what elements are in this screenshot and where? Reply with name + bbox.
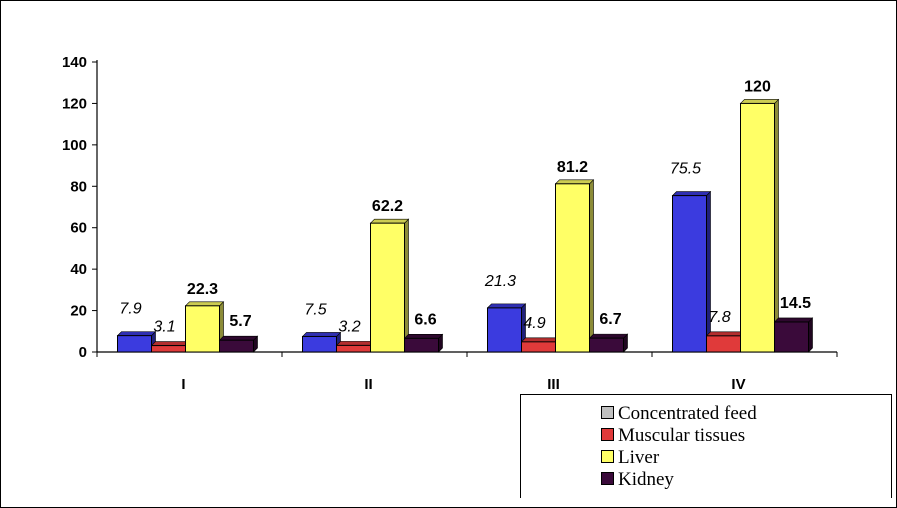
legend-label-muscular-tissues: Muscular tissues [618,425,746,446]
legend-label-concentrated-feed: Concentrated feed [618,403,757,424]
x-tick-label: IV [731,376,745,393]
bar-top-muscular-tissues [705,331,746,337]
legend-item-concentrated-feed: Concentrated feed [601,403,757,425]
bar-top-concentrated-feed [486,303,527,309]
data-label-liver: 81.2 [557,159,588,176]
data-label-concentrated-feed: 75.5 [670,161,701,178]
data-label-muscular-tissues: 3.2 [338,318,360,335]
bar-side-liver [404,218,409,353]
data-label-kidney: 6.6 [414,311,436,328]
bar-concentrated-feed [487,307,522,353]
data-label-muscular-tissues: 3.1 [153,319,175,336]
data-label-liver: 62.2 [372,198,403,215]
bar-concentrated-feed [672,195,707,353]
x-tick-label: III [547,376,560,393]
bar-kidney [404,337,439,353]
y-tick-label: 40 [70,261,87,278]
bar-top-concentrated-feed [116,331,157,336]
y-tick-label: 120 [62,95,87,112]
bar-top-kidney [218,335,259,341]
bar-side-liver [589,179,594,353]
data-label-concentrated-feed: 7.5 [304,301,326,318]
bar-top-liver [739,99,780,104]
legend-swatch-kidney [601,472,614,485]
bar-kidney [774,321,809,353]
bar-side-kidney [808,317,813,353]
y-tick-label: 100 [62,137,87,154]
chart-legend: Concentrated feed Muscular tissues Liver… [520,394,892,498]
data-label-concentrated-feed: 21.3 [484,273,516,290]
x-tick-label: I [181,376,185,393]
data-label-kidney: 6.7 [599,311,621,328]
data-label-muscular-tissues: 4.9 [523,315,545,332]
bar-kidney [219,339,254,353]
bar-top-muscular-tissues [520,337,561,343]
bar-liver [185,305,220,353]
bar-liver [740,102,775,353]
bar-muscular-tissues [336,344,371,353]
bar-top-concentrated-feed [671,191,712,196]
bar-muscular-tissues [521,341,556,353]
bar-top-liver [369,218,410,224]
bar-top-liver [184,301,225,307]
bar-top-liver [554,179,595,185]
legend-label-liver: Liver [618,447,660,468]
y-tick-label: 0 [79,344,87,361]
bar-top-muscular-tissues [150,341,191,346]
bar-kidney [589,337,624,353]
bar-muscular-tissues [151,345,186,353]
bar-muscular-tissues [706,335,741,353]
bar-side-liver [774,98,779,353]
bar-top-kidney [403,334,444,339]
legend-item-kidney: Kidney [601,469,674,491]
y-tick-label: 80 [70,178,87,195]
data-label-kidney: 5.7 [229,313,251,330]
data-label-liver: 120 [744,78,771,95]
legend-swatch-liver [601,450,614,463]
legend-item-liver: Liver [601,447,659,469]
bar-liver [555,183,590,353]
y-tick-label: 20 [70,303,87,320]
legend-swatch-concentrated-feed [601,406,614,419]
bar-top-muscular-tissues [335,341,376,346]
legend-swatch-muscular-tissues [601,428,614,441]
bar-side-concentrated-feed [706,190,711,353]
data-label-liver: 22.3 [187,281,218,298]
bar-top-kidney [773,317,814,323]
legend-label-kidney: Kidney [618,469,674,490]
legend-item-muscular-tissues: Muscular tissues [601,425,745,447]
bar-concentrated-feed [117,335,152,353]
data-label-kidney: 14.5 [780,295,811,312]
bar-top-concentrated-feed [301,332,342,337]
bar-top-kidney [588,333,629,339]
y-tick-label: 140 [62,54,87,71]
data-label-muscular-tissues: 7.8 [708,309,730,326]
data-label-concentrated-feed: 7.9 [119,301,141,318]
bar-concentrated-feed [302,335,337,353]
bar-liver [370,222,405,353]
x-tick-label: II [364,376,372,393]
y-tick-label: 60 [70,220,87,237]
